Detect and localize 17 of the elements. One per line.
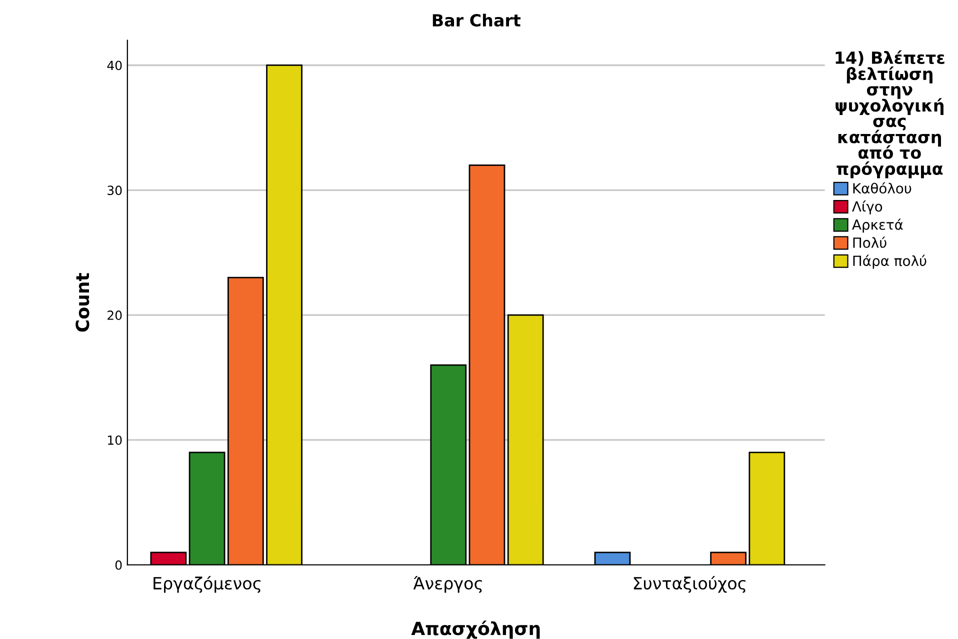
x-tick-label: Εργαζόμενος	[154, 576, 260, 593]
x-tick-label: Άνεργος	[413, 576, 482, 593]
chart-title: Bar Chart	[432, 14, 520, 27]
legend-label: Λίγο	[852, 200, 882, 214]
x-axis-title: Απασχόληση	[411, 620, 540, 639]
y-tick-label: 0	[115, 560, 122, 570]
legend-label: Αρκετά	[852, 218, 903, 233]
y-axis-title: Count	[76, 272, 90, 332]
legend-label: Πάρα πολύ	[853, 254, 926, 269]
y-tick-label: 10	[108, 435, 122, 445]
legend-title: 14) Βλέπετε βελτίωση στην ψυχολογική σας κατάσταση από το πρόγραμμα	[836, 50, 944, 178]
legend-label: Πολύ	[853, 236, 886, 248]
legend-label: Καθόλου	[853, 182, 912, 194]
y-tick-label: 30	[108, 186, 122, 196]
y-tick-label: 40	[107, 60, 122, 70]
x-tick-label: Συνταξιούχος	[634, 576, 746, 593]
y-tick-label: 20	[108, 310, 122, 320]
